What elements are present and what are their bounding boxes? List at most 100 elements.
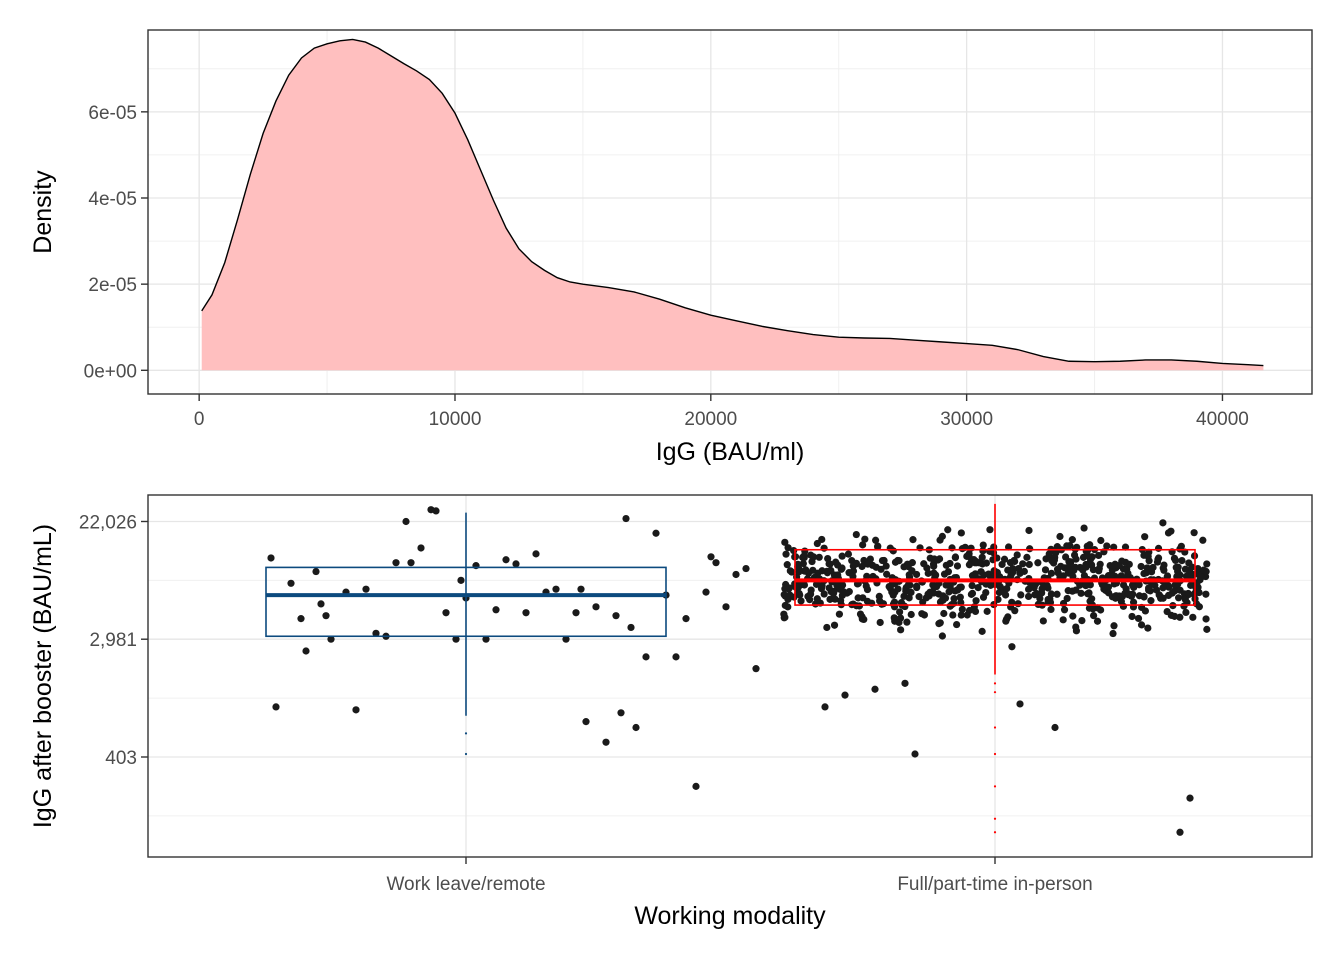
- remote-point: [402, 517, 410, 526]
- in-person-point: [930, 583, 938, 591]
- in-person-point: [1008, 643, 1016, 651]
- in-person-point: [1189, 613, 1197, 621]
- in-person-point: [979, 541, 987, 549]
- in-person-point: [875, 592, 883, 600]
- in-person-point: [936, 536, 944, 544]
- in-person-point: [1043, 582, 1051, 590]
- remote-point: [742, 564, 750, 573]
- in-person-point: [890, 598, 899, 606]
- in-person-point: [863, 585, 872, 594]
- density-y-tick-label: 2e-05: [88, 275, 137, 296]
- density-y-axis: 0e+00 2e-05 4e-05 6e-05: [84, 103, 148, 382]
- remote-point: [672, 653, 680, 661]
- in-person-point: [889, 591, 897, 599]
- in-person-points: [780, 519, 1211, 836]
- remote-point: [702, 588, 710, 596]
- in-person-point: [998, 560, 1006, 569]
- in-person-point: [909, 536, 917, 544]
- in-person-point: [1051, 723, 1059, 732]
- in-person-point: [1072, 586, 1080, 594]
- in-person-point: [1182, 572, 1191, 580]
- remote-point: [302, 647, 310, 655]
- in-person-point: [1025, 560, 1033, 569]
- remote-point: [512, 560, 520, 568]
- x-tick-label-remote: Work leave/remote: [386, 874, 545, 895]
- in-person-point: [1145, 557, 1153, 565]
- in-person-point: [944, 526, 952, 534]
- in-person-point: [978, 627, 986, 635]
- in-person-point: [1124, 591, 1132, 599]
- in-person-point: [965, 550, 973, 558]
- in-person-point: [946, 559, 954, 568]
- in-person-point: [886, 544, 894, 552]
- in-person-point: [815, 553, 823, 561]
- remote-point: [452, 635, 460, 643]
- in-person-point: [1014, 600, 1022, 608]
- in-person-point: [835, 610, 844, 618]
- in-person-point: [987, 581, 995, 589]
- remote-point: [407, 559, 415, 567]
- in-person-point: [1056, 532, 1064, 541]
- remote-point: [432, 507, 440, 515]
- in-person-point: [913, 583, 921, 592]
- in-person-point: [1194, 564, 1202, 573]
- in-person-point: [794, 560, 802, 568]
- in-person-point: [1069, 572, 1077, 581]
- in-person-point: [1144, 624, 1152, 632]
- in-person-point: [922, 594, 930, 602]
- in-person-point: [1121, 543, 1130, 551]
- in-person-point: [802, 566, 810, 574]
- in-person-point: [974, 583, 982, 592]
- in-person-point: [783, 561, 791, 569]
- in-person-point: [838, 564, 846, 572]
- in-person-point: [1082, 563, 1090, 571]
- in-person-point: [1068, 536, 1076, 544]
- remote-point: [707, 553, 715, 561]
- in-person-point: [1094, 551, 1103, 560]
- in-person-point: [1124, 569, 1132, 577]
- in-person-point: [1093, 617, 1102, 625]
- in-person-point: [781, 538, 789, 546]
- remote-point: [522, 609, 530, 617]
- in-person-point: [1009, 564, 1017, 573]
- in-person-point: [1140, 551, 1148, 559]
- in-person-point: [1024, 592, 1033, 601]
- boxplot-y-tick-label: 22,026: [79, 512, 137, 533]
- in-person-point: [1088, 595, 1096, 603]
- in-person-point: [940, 609, 948, 618]
- in-person-point: [1110, 622, 1118, 630]
- in-person-point: [1202, 615, 1210, 623]
- in-person-point: [792, 583, 800, 592]
- in-person-point: [894, 585, 902, 593]
- in-person-point: [1023, 553, 1031, 561]
- in-person-point: [839, 587, 847, 596]
- remote-point: [312, 567, 320, 576]
- in-person-point: [1159, 564, 1167, 572]
- in-person-point: [820, 590, 828, 598]
- density-x-tick-label: 20000: [684, 409, 737, 430]
- in-person-point: [795, 568, 803, 576]
- remote-point: [322, 612, 330, 620]
- in-person-point: [883, 570, 891, 578]
- in-person-point: [859, 541, 867, 549]
- in-person-point: [1164, 591, 1173, 599]
- boxplot-y-tick-label: 403: [105, 748, 137, 769]
- in-person-point: [877, 565, 885, 573]
- in-person-point: [1167, 527, 1175, 535]
- in-person-point: [968, 589, 977, 597]
- in-person-point: [1034, 559, 1042, 567]
- remote-point: [352, 706, 360, 714]
- remote-outlier: [464, 752, 468, 756]
- in-person-point: [1047, 569, 1056, 577]
- in-person-point: [1119, 602, 1128, 610]
- in-person-point: [823, 623, 831, 632]
- in-person-point: [1072, 627, 1081, 635]
- in-person-point: [820, 544, 828, 552]
- in-person-point: [915, 593, 923, 601]
- in-person-point: [1176, 613, 1184, 621]
- in-person-point: [864, 560, 872, 568]
- boxplot-x-axis-title: Working modality: [634, 902, 826, 930]
- in-person-point: [1163, 607, 1171, 616]
- in-person-point: [1182, 608, 1190, 617]
- in-person-point: [1014, 565, 1023, 573]
